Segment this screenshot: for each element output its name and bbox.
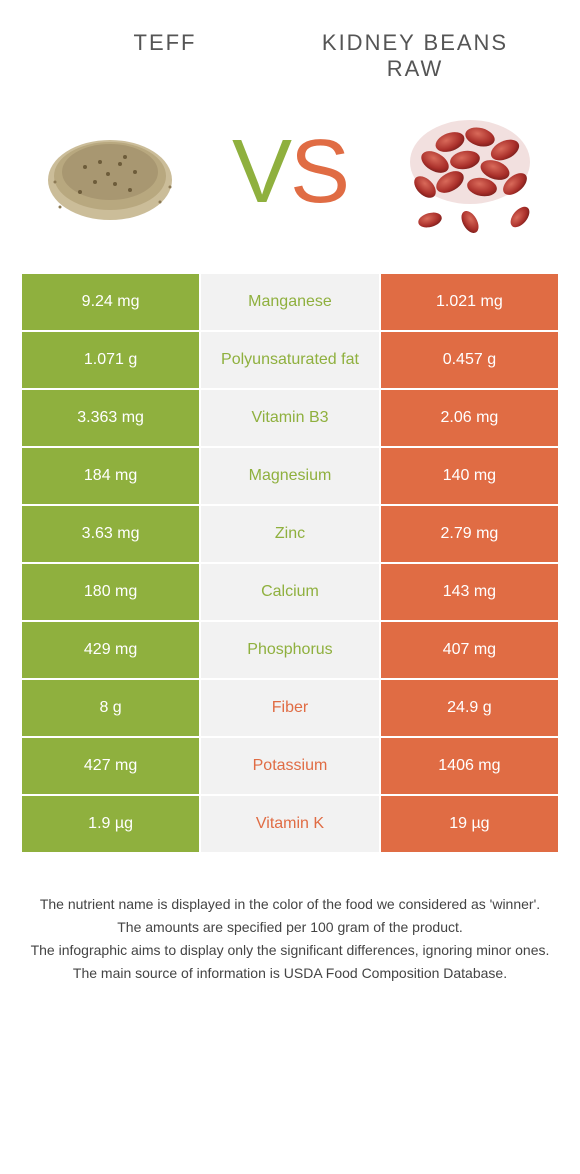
table-row: 8 gFiber24.9 g — [21, 679, 559, 737]
left-value-cell: 1.071 g — [21, 331, 200, 389]
left-value-cell: 8 g — [21, 679, 200, 737]
left-value-cell: 427 mg — [21, 737, 200, 795]
table-row: 429 mgPhosphorus407 mg — [21, 621, 559, 679]
left-food-image — [30, 102, 190, 242]
nutrient-name-cell: Potassium — [200, 737, 380, 795]
right-food-title-container: KIDNEY BEANS RAW — [290, 30, 540, 82]
table-row: 3.63 mgZinc2.79 mg — [21, 505, 559, 563]
right-food-title: KIDNEY BEANS RAW — [290, 30, 540, 82]
nutrient-name-cell: Vitamin B3 — [200, 389, 380, 447]
vs-s: S — [290, 122, 348, 222]
table-row: 3.363 mgVitamin B32.06 mg — [21, 389, 559, 447]
table-row: 180 mgCalcium143 mg — [21, 563, 559, 621]
right-value-cell: 407 mg — [380, 621, 559, 679]
right-value-cell: 1406 mg — [380, 737, 559, 795]
right-value-cell: 140 mg — [380, 447, 559, 505]
left-food-title-container: TEFF — [40, 30, 290, 82]
nutrient-name-cell: Magnesium — [200, 447, 380, 505]
right-value-cell: 1.021 mg — [380, 273, 559, 331]
right-value-cell: 0.457 g — [380, 331, 559, 389]
left-value-cell: 180 mg — [21, 563, 200, 621]
table-row: 184 mgMagnesium140 mg — [21, 447, 559, 505]
footer-line: The infographic aims to display only the… — [30, 940, 550, 961]
nutrient-name-cell: Phosphorus — [200, 621, 380, 679]
hero-row: VS — [0, 92, 580, 272]
nutrient-name-cell: Manganese — [200, 273, 380, 331]
comparison-table: 9.24 mgManganese1.021 mg1.071 gPolyunsat… — [20, 272, 560, 854]
table-row: 427 mgPotassium1406 mg — [21, 737, 559, 795]
left-value-cell: 9.24 mg — [21, 273, 200, 331]
right-value-cell: 2.06 mg — [380, 389, 559, 447]
table-row: 1.071 gPolyunsaturated fat0.457 g — [21, 331, 559, 389]
left-food-title: TEFF — [40, 30, 290, 56]
right-value-cell: 2.79 mg — [380, 505, 559, 563]
footer-line: The nutrient name is displayed in the co… — [30, 894, 550, 915]
table-row: 1.9 µgVitamin K19 µg — [21, 795, 559, 853]
vs-v: V — [232, 122, 290, 222]
footer-notes: The nutrient name is displayed in the co… — [20, 854, 560, 1006]
left-value-cell: 429 mg — [21, 621, 200, 679]
left-value-cell: 184 mg — [21, 447, 200, 505]
footer-line: The main source of information is USDA F… — [30, 963, 550, 984]
right-food-image — [390, 102, 550, 242]
header-row: TEFF KIDNEY BEANS RAW — [0, 0, 580, 92]
left-value-cell: 3.363 mg — [21, 389, 200, 447]
right-value-cell: 143 mg — [380, 563, 559, 621]
nutrient-name-cell: Calcium — [200, 563, 380, 621]
nutrient-name-cell: Fiber — [200, 679, 380, 737]
nutrient-name-cell: Polyunsaturated fat — [200, 331, 380, 389]
left-value-cell: 3.63 mg — [21, 505, 200, 563]
table-row: 9.24 mgManganese1.021 mg — [21, 273, 559, 331]
footer-line: The amounts are specified per 100 gram o… — [30, 917, 550, 938]
vs-label: VS — [232, 121, 348, 224]
right-value-cell: 19 µg — [380, 795, 559, 853]
left-value-cell: 1.9 µg — [21, 795, 200, 853]
nutrient-name-cell: Zinc — [200, 505, 380, 563]
nutrient-name-cell: Vitamin K — [200, 795, 380, 853]
right-value-cell: 24.9 g — [380, 679, 559, 737]
